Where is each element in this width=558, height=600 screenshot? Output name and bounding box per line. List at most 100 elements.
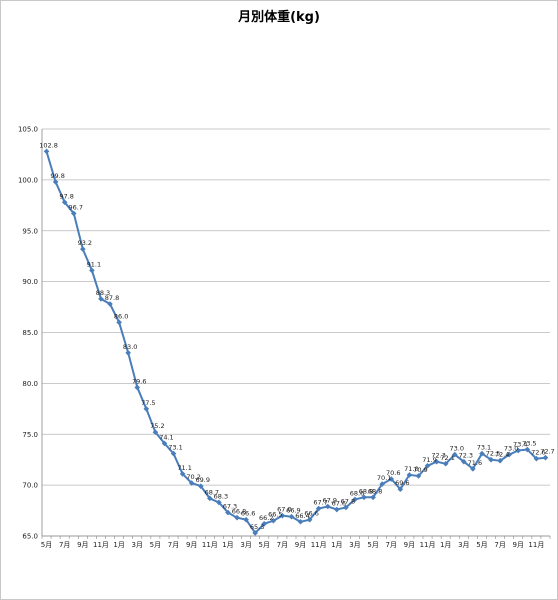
x-tick-label: 9月	[295, 541, 306, 549]
data-label: 88.3	[96, 289, 110, 297]
x-tick-label: 7月	[386, 541, 397, 549]
data-label: 69.9	[196, 476, 210, 484]
data-label: 67.6	[332, 500, 346, 508]
data-label: 67.3	[223, 503, 237, 511]
data-point	[134, 384, 141, 391]
data-point	[116, 319, 122, 326]
data-label: 67.8	[341, 498, 355, 506]
data-label: 74.1	[159, 433, 173, 441]
x-tick-label: 5月	[41, 541, 52, 549]
x-tick-label: 11月	[202, 541, 218, 549]
data-label: 66.8	[232, 508, 246, 516]
data-label: 70.2	[186, 473, 200, 481]
y-tick-label: 90.0	[22, 278, 38, 286]
x-tick-label: 7月	[59, 541, 70, 549]
data-label: 79.6	[132, 377, 146, 385]
data-label: 73.5	[522, 440, 536, 448]
y-tick-label: 100.0	[18, 176, 38, 184]
data-point	[379, 481, 385, 487]
data-label: 67.7	[313, 499, 327, 507]
data-point	[261, 520, 268, 527]
data-point	[497, 457, 503, 464]
data-label: 68.6	[350, 489, 364, 497]
data-point	[297, 518, 304, 525]
x-tick-label: 11月	[311, 541, 327, 549]
data-label: 91.1	[87, 260, 101, 268]
x-tick-label: 9月	[513, 541, 524, 549]
data-point	[424, 462, 431, 469]
data-point	[506, 451, 512, 458]
data-point	[542, 454, 549, 461]
x-tick-label: 1月	[331, 541, 342, 549]
data-label: 66.5	[268, 511, 282, 519]
data-point	[279, 512, 286, 519]
data-point	[306, 516, 313, 523]
data-point	[388, 476, 395, 482]
data-label: 72.1	[440, 454, 454, 462]
data-point	[433, 458, 440, 465]
data-label: 72.3	[459, 452, 473, 460]
data-label: 97.8	[59, 192, 73, 200]
data-point	[515, 447, 522, 454]
data-label: 66.2	[259, 514, 273, 522]
data-point	[252, 530, 258, 536]
data-point	[89, 267, 95, 274]
data-label: 69.6	[395, 479, 409, 487]
data-label: 68.3	[214, 492, 228, 500]
x-tick-label: 5月	[476, 541, 487, 549]
data-label: 68.8	[368, 487, 382, 495]
data-label: 72.4	[495, 451, 509, 459]
x-tick-label: 1月	[222, 541, 233, 549]
data-point	[234, 514, 240, 521]
y-tick-label: 80.0	[22, 380, 38, 388]
data-point	[179, 471, 186, 477]
data-label: 72.3	[431, 452, 445, 460]
data-label: 96.7	[69, 203, 83, 211]
data-label: 68.8	[359, 487, 373, 495]
x-tick-label: 5月	[367, 541, 378, 549]
data-point	[533, 455, 540, 462]
data-point	[61, 199, 68, 206]
data-point	[270, 517, 277, 524]
data-label: 87.8	[105, 294, 119, 302]
x-tick-label: 9月	[77, 541, 88, 549]
data-label: 66.6	[241, 510, 255, 518]
x-tick-label: 3月	[349, 541, 360, 549]
data-point	[343, 504, 349, 511]
data-label: 70.9	[413, 466, 427, 474]
data-point	[152, 429, 159, 436]
data-point	[70, 210, 77, 217]
data-point	[125, 350, 131, 356]
y-tick-label: 95.0	[22, 227, 38, 235]
data-point	[488, 456, 494, 463]
data-label: 65.3	[250, 523, 264, 531]
data-point	[524, 446, 531, 453]
y-tick-label: 65.0	[22, 533, 38, 541]
data-point	[479, 450, 485, 457]
data-label: 99.8	[50, 172, 64, 180]
data-point	[352, 496, 358, 503]
data-label: 73.1	[477, 444, 491, 452]
x-tick-label: 5月	[150, 541, 161, 549]
data-point	[80, 246, 86, 252]
x-tick-label: 3月	[240, 541, 251, 549]
data-label: 77.5	[141, 399, 155, 407]
data-label: 68.7	[205, 488, 219, 496]
data-label: 71.1	[177, 464, 191, 472]
data-point	[243, 516, 249, 523]
data-label: 93.2	[78, 239, 92, 247]
series-line	[45, 151, 546, 535]
data-label: 67.9	[323, 496, 337, 504]
data-point	[161, 440, 168, 447]
data-point	[442, 460, 449, 467]
x-tick-label: 7月	[494, 541, 505, 549]
data-label: 75.2	[150, 422, 164, 430]
x-tick-label: 1月	[440, 541, 451, 549]
data-label: 70.6	[386, 469, 400, 477]
data-label: 73.0	[450, 445, 464, 453]
data-label: 72.5	[486, 450, 500, 458]
data-point	[451, 451, 458, 458]
data-label: 71.0	[404, 465, 418, 473]
data-point	[98, 296, 104, 302]
